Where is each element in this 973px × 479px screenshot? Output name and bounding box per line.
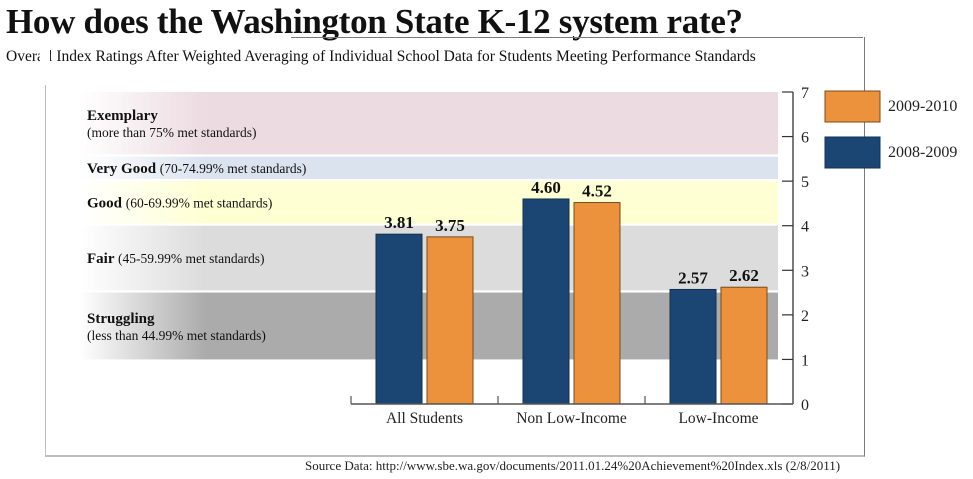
bar-2008-2009-low-income (669, 288, 717, 405)
chart-subtitle: Overall Index Ratings After Weighted Ave… (6, 48, 756, 65)
x-tick-label: Low-Income (678, 410, 758, 427)
legend-swatch (824, 136, 881, 169)
band-name: Fair (87, 251, 118, 267)
frame-top-line (291, 37, 863, 38)
legend-swatch (824, 90, 881, 123)
legend-label: 2009-2010 (888, 98, 957, 115)
bar-2009-2010-low-income (720, 286, 768, 405)
band-desc-struggling: (less than 44.99% met standards) (87, 328, 266, 343)
rating-bands: Exemplary(more than 75% met standards) Ve… (80, 92, 778, 360)
y-tick-label: 4 (801, 219, 809, 236)
chart-frame (45, 37, 865, 457)
band-exemplary (80, 92, 778, 155)
bar-2008-2009-all-students (375, 233, 423, 405)
chart-title: How does the Washington State K-12 syste… (6, 2, 743, 41)
y-tick-label: 2 (801, 308, 809, 325)
band-label-fair: Fair (45-59.99% met standards) (87, 251, 265, 267)
x-axis: All Students Non Low-Income Low-Income (350, 396, 793, 427)
band-desc-exemplary: (more than 75% met standards) (87, 125, 256, 140)
y-tick-label: 0 (801, 397, 809, 414)
data-label: 3.75 (435, 216, 465, 235)
y-axis: 0 1 2 3 4 5 6 7 (782, 85, 809, 414)
data-label: 3.81 (384, 213, 414, 232)
y-tick-label: 3 (801, 263, 809, 280)
band-name-struggling: Struggling (87, 311, 155, 327)
data-label: 2.62 (729, 266, 759, 285)
x-tick-label: Non Low-Income (516, 410, 627, 427)
data-label: 4.52 (582, 182, 612, 201)
band-desc: (60-69.99% met standards) (126, 195, 273, 210)
band-name: Good (87, 195, 126, 211)
bar-2009-2010-non-low-income (573, 202, 621, 405)
band-good (80, 181, 778, 224)
band-label-very-good: Very Good (70-74.99% met standards) (87, 161, 306, 177)
y-tick-label: 6 (801, 130, 809, 147)
bar-2008-2009-non-low-income (522, 198, 570, 405)
band-label-good: Good (60-69.99% met standards) (87, 195, 272, 211)
band-name-exemplary: Exemplary (87, 108, 158, 124)
source-note: Source Data: http://www.sbe.wa.gov/docum… (305, 458, 841, 473)
x-tick-label: All Students (386, 410, 463, 427)
y-tick-label: 1 (801, 352, 809, 369)
band-name: Very Good (87, 161, 160, 177)
data-label: 4.60 (531, 178, 561, 197)
y-tick-label: 7 (801, 85, 809, 102)
y-tick-label: 5 (801, 174, 809, 191)
bars: 3.81 3.75 4.60 4.52 2.57 2.62 (375, 178, 768, 405)
legend: 2009-2010 2008-2009 (824, 90, 957, 169)
legend-label: 2008-2009 (888, 144, 957, 161)
band-desc: (45-59.99% met standards) (118, 251, 265, 266)
bar-2009-2010-all-students (426, 236, 474, 405)
band-desc: (70-74.99% met standards) (160, 161, 307, 176)
data-label: 2.57 (678, 268, 708, 287)
band-very-good (80, 156, 778, 179)
